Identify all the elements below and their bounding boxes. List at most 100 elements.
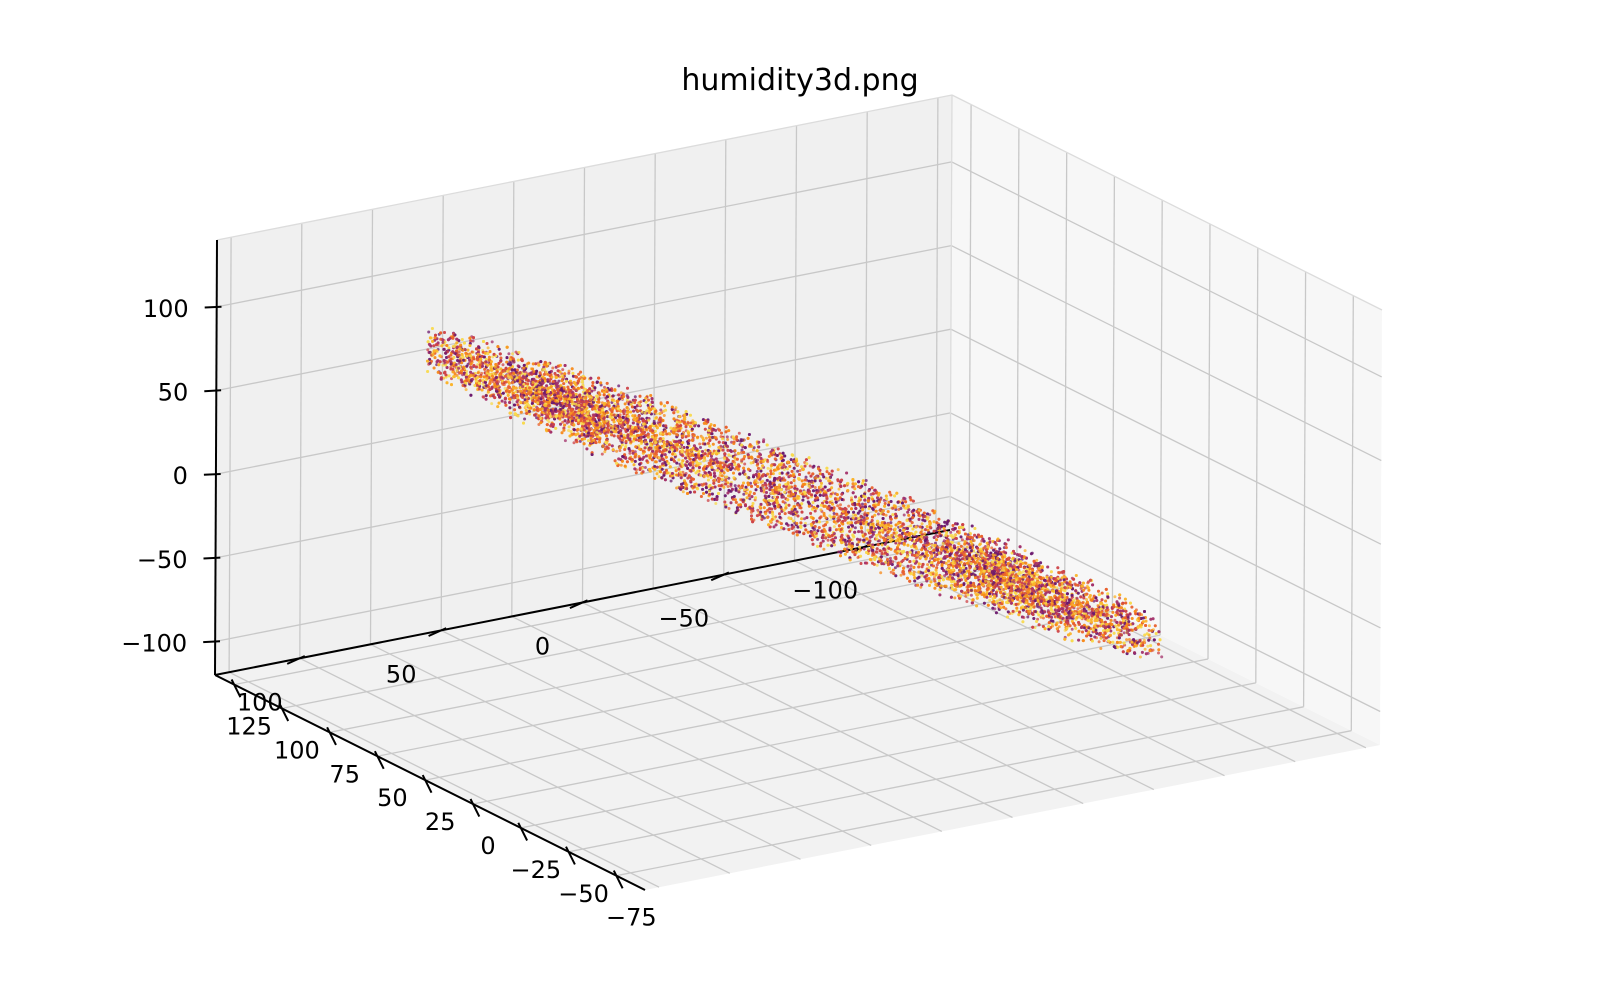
scatter-point — [972, 539, 976, 543]
z-tick-label-mark — [204, 305, 222, 309]
scatter-point — [1125, 638, 1129, 642]
scatter-point — [482, 395, 486, 399]
grid-line — [935, 97, 939, 533]
scatter-point — [853, 526, 857, 530]
grid-line — [968, 104, 972, 540]
scatter-point — [1083, 586, 1087, 590]
scatter-point — [804, 521, 807, 525]
scatter-point — [730, 440, 734, 444]
y-tick-label-mark — [710, 571, 730, 582]
scatter-point — [471, 339, 475, 343]
scatter-point — [854, 548, 858, 552]
scatter-point — [1146, 644, 1150, 648]
scatter-point — [1024, 588, 1028, 591]
scatter-point — [491, 355, 495, 359]
scatter-point — [772, 495, 776, 499]
scatter-point — [852, 484, 856, 488]
scatter-point — [752, 446, 756, 450]
scatter-point — [1026, 615, 1030, 619]
scatter-point — [1070, 627, 1074, 631]
scatter-point — [490, 340, 494, 344]
scatter-point — [549, 382, 552, 386]
grid-line — [216, 244, 952, 392]
scatter-point — [615, 449, 619, 453]
grid-line — [228, 671, 660, 888]
grid-line — [950, 328, 1382, 545]
scatter-point — [681, 470, 685, 474]
scatter-point — [567, 429, 571, 432]
scatter-point — [1057, 625, 1061, 629]
scatter-point — [662, 414, 666, 417]
scatter-point — [669, 479, 673, 483]
grid-line — [440, 195, 444, 631]
scatter-point — [1113, 595, 1117, 599]
z-axis-line — [214, 239, 218, 676]
scatter-point — [949, 530, 953, 534]
scatter-point — [833, 543, 837, 547]
scatter-point — [837, 515, 841, 519]
scatter-point — [490, 402, 494, 406]
scatter-point — [930, 543, 934, 547]
scatter-point — [486, 346, 490, 350]
scatter-point — [836, 468, 840, 472]
scatter-point — [990, 546, 994, 550]
scatter-point — [1113, 618, 1117, 622]
x-tick-label-mark — [421, 774, 433, 794]
x-tick-label-mark — [230, 679, 242, 698]
scatter-point — [658, 459, 662, 463]
scatter-point — [1143, 647, 1147, 651]
grid-line — [215, 412, 951, 559]
grid-line — [1255, 247, 1259, 683]
scatter-point — [561, 368, 565, 372]
scatter-point — [1147, 628, 1151, 632]
scatter-point — [954, 533, 958, 537]
scatter-point — [751, 448, 755, 452]
scatter-point — [837, 487, 841, 491]
grid-line — [951, 161, 1382, 378]
x-tick-label-mark — [517, 822, 528, 841]
scatter-point — [673, 455, 677, 459]
scatter-point — [681, 490, 685, 494]
scatter-point — [877, 539, 881, 543]
grid-line — [1207, 223, 1211, 660]
scatter-point — [808, 464, 812, 468]
scatter-point — [1018, 599, 1022, 603]
scatter-point — [578, 439, 582, 443]
pane-edge — [216, 94, 953, 241]
grid-line — [299, 657, 731, 874]
scatter-point — [674, 466, 678, 470]
scatter-point — [706, 499, 710, 502]
grid-line — [370, 643, 801, 860]
scatter-point — [1055, 586, 1059, 590]
axis-lines — [203, 239, 951, 891]
scatter-point — [889, 521, 893, 525]
x-tick-label-mark — [565, 846, 576, 865]
x-tick-label-mark — [326, 726, 337, 746]
scatter-point — [845, 547, 849, 551]
scatter-point — [899, 573, 903, 577]
scatter-point — [1061, 616, 1065, 620]
scatter-point — [796, 469, 800, 473]
scatter-point — [1058, 618, 1062, 621]
x-tick-label-mark — [612, 870, 624, 889]
z-tick-label-mark — [204, 389, 222, 393]
scatter-point — [839, 503, 842, 507]
grid-line — [228, 237, 232, 673]
scatter-point — [998, 598, 1002, 602]
scatter-point — [700, 483, 703, 486]
grid-line — [652, 588, 1084, 805]
scatter-point — [1018, 553, 1022, 557]
scatter-point — [875, 563, 879, 567]
scatter-point — [969, 593, 973, 597]
x-tick-label-mark — [278, 702, 290, 722]
scatter-point — [988, 598, 992, 602]
scatter-point — [1060, 584, 1064, 588]
scatter-point — [932, 577, 936, 581]
scatter-point — [476, 363, 480, 367]
scatter-point — [766, 466, 770, 470]
pane-edge — [949, 94, 953, 531]
scatter-point — [600, 452, 604, 456]
scatter-point — [920, 522, 924, 526]
scatter-point — [1004, 607, 1008, 611]
axis-panes — [215, 95, 1382, 890]
